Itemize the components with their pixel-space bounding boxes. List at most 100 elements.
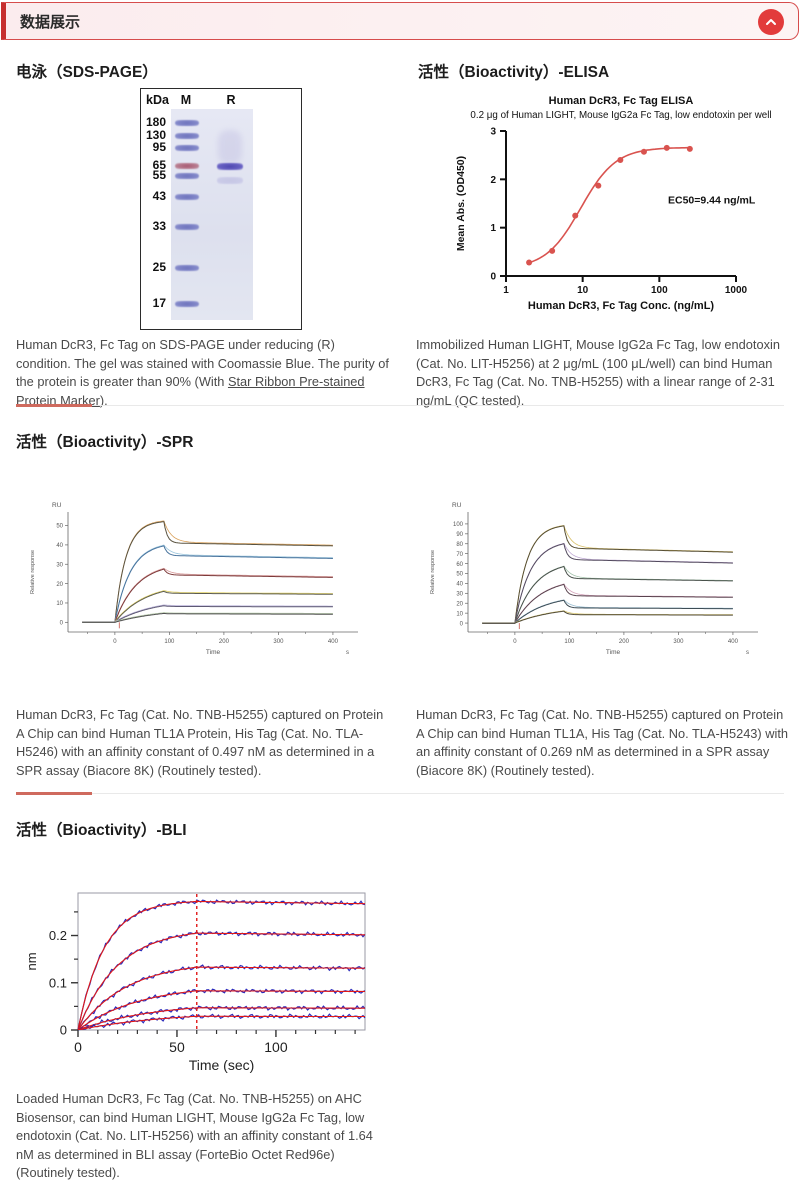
gel-ladder-band xyxy=(175,133,199,139)
gel-sample-band xyxy=(217,162,243,170)
spr-x-label: Time xyxy=(206,649,221,656)
svg-text:3: 3 xyxy=(490,127,496,138)
gel-marker-label: 130 xyxy=(145,128,166,142)
elisa-caption: Immobilized Human LIGHT, Mouse IgG2a Fc … xyxy=(416,337,780,408)
gel-ladder-band xyxy=(175,193,199,200)
gel-lane-m xyxy=(173,109,201,320)
spr-ru-label: RU xyxy=(52,502,62,509)
svg-text:0: 0 xyxy=(74,1039,82,1055)
svg-text:0.1: 0.1 xyxy=(49,975,67,990)
svg-text:2: 2 xyxy=(490,175,496,186)
svg-text:0: 0 xyxy=(490,272,496,283)
svg-text:10: 10 xyxy=(456,611,463,617)
divider-line xyxy=(16,405,784,406)
svg-text:10: 10 xyxy=(56,601,63,607)
svg-text:20: 20 xyxy=(56,582,63,588)
gel-marker-label: 180 xyxy=(145,114,166,129)
svg-text:0: 0 xyxy=(60,621,64,627)
svg-text:60: 60 xyxy=(456,562,463,568)
divider-accent xyxy=(16,404,92,407)
gel-ladder-band xyxy=(175,265,199,272)
elisa-chart: Human DcR3, Fc Tag ELISA 0.2 μg of Human … xyxy=(455,95,772,312)
svg-text:30: 30 xyxy=(56,562,63,568)
chevron-up-icon xyxy=(766,19,776,25)
gel-sample-band xyxy=(217,176,243,184)
svg-text:100: 100 xyxy=(264,1039,288,1055)
svg-text:200: 200 xyxy=(619,639,630,645)
gel-ladder-band xyxy=(175,300,199,307)
bli-caption: Loaded Human DcR3, Fc Tag (Cat. No. TNB-… xyxy=(16,1091,373,1181)
elisa-y-label: Mean Abs. (OD450) xyxy=(455,156,467,251)
gel-sample-smear xyxy=(218,130,242,164)
spr-chart-left: 0 10 20 30 40 50 0 100 200 300 400 RU Relative respo… xyxy=(30,502,358,656)
spr-x-unit: s xyxy=(746,650,749,656)
svg-text:200: 200 xyxy=(219,639,230,645)
bli-y-label: nm xyxy=(24,952,39,970)
gel-lane-label-m: M xyxy=(180,93,192,107)
section-divider xyxy=(16,792,784,796)
elisa-ec50-annotation: EC50=9.44 ng/mL xyxy=(668,195,756,207)
gel-area xyxy=(171,109,253,320)
spr-y-label: Relative response xyxy=(30,550,36,594)
protein-marker-link[interactable]: Star Ribbon Pre-stained Protein Marker xyxy=(16,374,365,408)
svg-text:50: 50 xyxy=(56,524,63,530)
divider-line xyxy=(16,793,784,794)
svg-text:400: 400 xyxy=(328,639,339,645)
svg-text:50: 50 xyxy=(456,572,463,578)
gel-marker-label: 95 xyxy=(152,140,166,155)
sds-caption-text: Human DcR3, Fc Tag on SDS-PAGE under red… xyxy=(16,337,389,390)
gel-ladder-band xyxy=(175,162,199,169)
svg-text:400: 400 xyxy=(728,639,739,645)
gel-unit-label: kDa xyxy=(146,93,169,107)
gel-ladder-band xyxy=(175,223,199,230)
spr-x-label: Time xyxy=(606,649,621,656)
svg-text:0: 0 xyxy=(60,1023,67,1038)
gel-marker-label: 65 xyxy=(152,157,166,172)
gel-marker-label: 43 xyxy=(152,188,166,203)
sds-page-gel-figure: kDa M R 180 130 95 65 55 43 33 25 17 xyxy=(140,88,302,330)
elisa-subtitle: 0.2 μg of Human LIGHT, Mouse IgG2a Fc Ta… xyxy=(470,110,771,121)
svg-text:50: 50 xyxy=(169,1039,185,1055)
sds-page-heading: 电泳（SDS-PAGE） xyxy=(16,64,158,81)
svg-text:100: 100 xyxy=(651,285,668,296)
svg-text:300: 300 xyxy=(273,639,284,645)
bli-x-label: Time (sec) xyxy=(189,1057,255,1073)
spr-caption-right: Human DcR3, Fc Tag (Cat. No. TNB-H5255) … xyxy=(416,707,789,778)
page-title: 数据展示 xyxy=(20,13,81,31)
svg-text:90: 90 xyxy=(456,532,463,538)
svg-text:100: 100 xyxy=(453,522,464,528)
gel-marker-labels: 180 130 95 65 55 43 33 25 17 xyxy=(141,109,168,320)
divider-accent xyxy=(16,792,92,795)
svg-text:40: 40 xyxy=(456,582,463,588)
section-header-bar[interactable]: 数据展示 xyxy=(1,2,799,40)
spr-y-label: Relative response xyxy=(430,550,436,594)
elisa-heading: 活性（Bioactivity）-ELISA xyxy=(418,64,610,81)
svg-text:1000: 1000 xyxy=(725,285,748,296)
sds-page-caption: Human DcR3, Fc Tag on SDS-PAGE under red… xyxy=(16,336,390,410)
spr-caption-left: Human DcR3, Fc Tag (Cat. No. TNB-H5255) … xyxy=(16,707,384,778)
gel-ladder-band xyxy=(175,119,199,126)
elisa-x-label: Human DcR3, Fc Tag Conc. (ng/mL) xyxy=(528,300,715,312)
svg-text:100: 100 xyxy=(564,639,575,645)
svg-text:100: 100 xyxy=(164,639,175,645)
gel-marker-label: 55 xyxy=(152,168,166,183)
gel-lane-r xyxy=(215,109,245,320)
bli-chart: 0 0.1 0.2 0 50 100 Time (sec) nm xyxy=(24,892,366,1073)
svg-text:0: 0 xyxy=(460,621,464,627)
svg-text:30: 30 xyxy=(456,592,463,598)
svg-text:1: 1 xyxy=(490,223,496,234)
spr-x-unit: s xyxy=(346,650,349,656)
collapse-button[interactable] xyxy=(758,9,784,35)
svg-text:0: 0 xyxy=(513,639,517,645)
spr-ru-label: RU xyxy=(452,502,462,509)
elisa-title: Human DcR3, Fc Tag ELISA xyxy=(549,95,694,107)
svg-text:40: 40 xyxy=(56,543,63,549)
spr-chart-right: 0 10 20 30 40 50 60 70 80 90 100 0 100 200 300 400 RU Rel… xyxy=(430,502,758,656)
gel-marker-label: 33 xyxy=(152,218,166,233)
gel-ladder-band xyxy=(175,173,199,180)
gel-lane-label-r: R xyxy=(226,93,236,107)
bli-heading: 活性（Bioactivity）-BLI xyxy=(16,822,187,839)
svg-text:10: 10 xyxy=(577,285,589,296)
svg-text:1: 1 xyxy=(503,285,509,296)
